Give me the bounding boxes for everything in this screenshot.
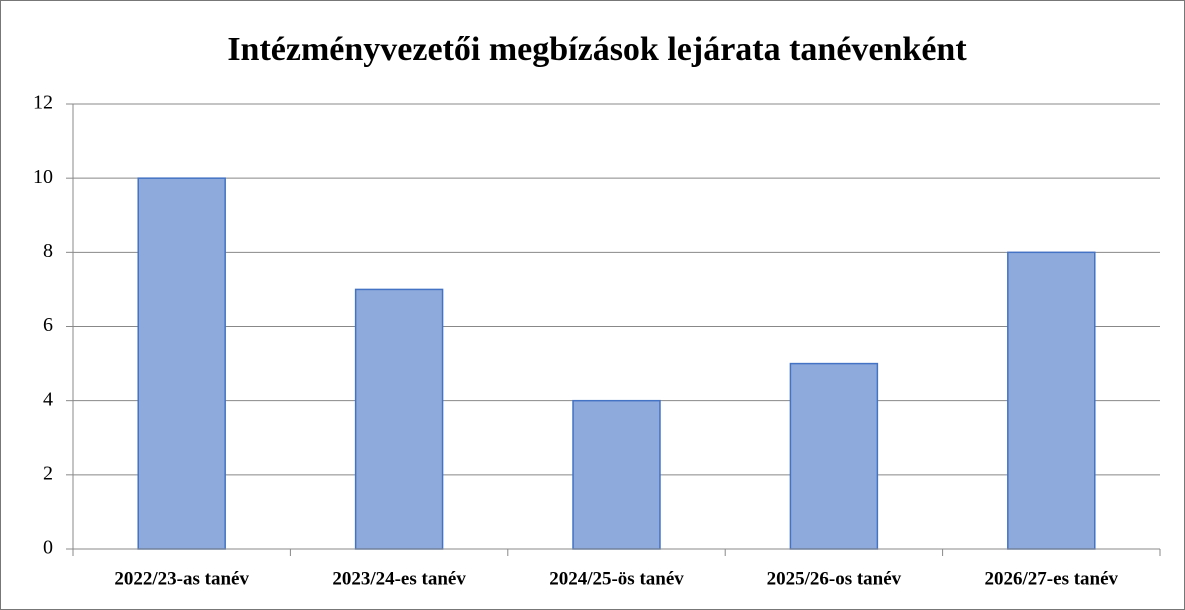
- y-tick-label: 6: [43, 314, 53, 336]
- y-tick-label: 4: [43, 388, 53, 410]
- bar: [572, 399, 661, 550]
- x-tick-label: 2025/26-os tanév: [767, 568, 902, 589]
- x-tick-label: 2024/25-ös tanév: [549, 568, 684, 589]
- bar: [137, 177, 226, 550]
- y-tick-label: 8: [43, 240, 53, 262]
- x-tick-label: 2023/24-es tanév: [332, 568, 466, 589]
- y-tick-label: 0: [43, 537, 53, 559]
- chart-title: Intézményvezetői megbízások lejárata tan…: [227, 31, 967, 68]
- y-tick-label: 10: [33, 166, 53, 188]
- bar: [354, 288, 444, 550]
- x-tick-label: 2026/27-es tanév: [985, 568, 1119, 589]
- bar: [789, 362, 879, 550]
- y-tick-label: 2: [43, 462, 53, 484]
- y-tick-label: 12: [33, 92, 53, 114]
- bar: [1007, 251, 1096, 550]
- x-tick-label: 2022/23-as tanév: [114, 568, 249, 589]
